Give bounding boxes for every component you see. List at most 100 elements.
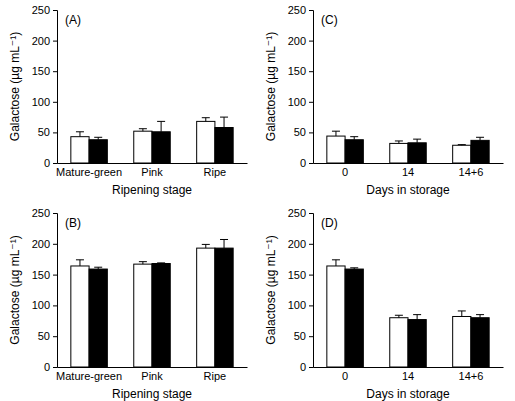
y-tick: 200 — [32, 35, 57, 47]
x-tick-label: 14+6 — [459, 166, 484, 178]
error-line — [205, 244, 206, 248]
y-tick-label: 0 — [44, 361, 50, 373]
y-tick-label: 100 — [288, 299, 306, 311]
panel: 050100150200250Mature-greenPinkRipe(A)Ri… — [8, 4, 248, 197]
y-tick-label: 200 — [288, 35, 306, 47]
x-tick: 14 — [402, 163, 414, 178]
error-bar — [202, 118, 210, 122]
y-tick-label: 200 — [288, 238, 306, 250]
x-tick: 14 — [402, 367, 414, 382]
x-tick: Pink — [141, 163, 163, 178]
y-tick-mark — [53, 163, 57, 164]
error-bar — [350, 137, 358, 140]
bar — [152, 264, 170, 367]
error-cap — [202, 244, 210, 245]
y-axis-title: Galactose (µg mL⁻¹) — [8, 235, 22, 344]
y-tick-mark — [309, 244, 313, 245]
error-cap — [220, 117, 228, 118]
bar-series — [345, 137, 489, 163]
y-tick-label: 50 — [38, 330, 50, 342]
error-bar — [458, 311, 466, 317]
x-axis-title: Ripening stage — [112, 183, 192, 197]
y-tick-mark — [309, 213, 313, 214]
y-tick: 200 — [32, 238, 57, 250]
panel-label: (C) — [321, 13, 338, 27]
bar — [327, 136, 345, 163]
y-axis: 050100150200250 — [288, 207, 314, 373]
y-tick: 100 — [288, 299, 313, 311]
x-tick: 14+6 — [459, 163, 484, 178]
plot-area — [327, 260, 489, 367]
y-tick-label: 200 — [32, 35, 50, 47]
x-axis-title: Ripening stage — [112, 387, 192, 401]
x-tick-label: 0 — [342, 370, 348, 382]
y-tick: 0 — [44, 157, 57, 169]
bar — [471, 318, 489, 367]
y-tick-label: 250 — [288, 4, 306, 16]
y-tick-mark — [53, 305, 57, 306]
y-tick-mark — [309, 71, 313, 72]
bar-series — [89, 239, 233, 367]
error-cap — [139, 128, 147, 129]
y-axis: 050100150200250 — [288, 4, 314, 169]
y-tick: 150 — [32, 269, 57, 281]
y-tick-label: 150 — [288, 269, 306, 281]
error-cap — [395, 315, 403, 316]
bar-series — [89, 117, 233, 163]
error-cap — [220, 239, 228, 240]
error-cap — [413, 139, 421, 140]
y-tick: 200 — [288, 238, 313, 250]
x-tick-label: Pink — [141, 166, 163, 178]
x-axis-line — [58, 367, 248, 368]
y-tick: 50 — [38, 126, 57, 138]
bar-series — [327, 260, 471, 367]
error-cap — [332, 259, 340, 260]
y-tick-label: 150 — [32, 65, 50, 77]
y-tick-mark — [53, 41, 57, 42]
error-bar — [157, 121, 165, 131]
bar — [215, 128, 233, 163]
error-line — [224, 117, 225, 127]
y-tick-label: 150 — [288, 65, 306, 77]
bar-series — [345, 268, 489, 367]
y-tick-label: 250 — [32, 207, 50, 219]
y-tick-label: 200 — [32, 238, 50, 250]
bar — [408, 143, 426, 163]
y-tick-label: 0 — [300, 157, 306, 169]
y-tick: 0 — [300, 157, 313, 169]
y-tick-mark — [53, 244, 57, 245]
x-tick: Ripe — [204, 163, 227, 178]
y-axis: 050100150200250 — [32, 4, 58, 169]
y-axis-title: Galactose (µg mL⁻¹) — [264, 32, 278, 141]
error-bar — [94, 267, 102, 269]
bar — [453, 316, 471, 367]
x-tick: 14+6 — [459, 367, 484, 382]
error-cap — [94, 267, 102, 268]
error-bar — [332, 260, 340, 266]
bar — [197, 248, 215, 367]
bar — [390, 318, 408, 367]
y-tick-mark — [53, 213, 57, 214]
error-bar — [350, 268, 358, 269]
y-tick-mark — [309, 336, 313, 337]
error-bar — [220, 117, 228, 127]
error-cap — [413, 314, 421, 315]
error-line — [224, 239, 225, 248]
error-cap — [395, 140, 403, 141]
bar — [408, 320, 426, 367]
x-tick-label: Mature-green — [56, 370, 122, 382]
x-tick-label: 0 — [342, 166, 348, 178]
y-tick: 250 — [288, 4, 313, 16]
error-line — [335, 260, 336, 266]
error-cap — [458, 144, 466, 145]
x-tick-label: Ripe — [204, 370, 227, 382]
x-axis-title: Days in storage — [366, 387, 450, 401]
y-tick-mark — [309, 102, 313, 103]
y-tick-mark — [309, 41, 313, 42]
y-tick-label: 100 — [32, 96, 50, 108]
plot-area — [71, 239, 233, 367]
y-tick-label: 100 — [288, 96, 306, 108]
x-axis-line — [314, 163, 504, 164]
x-tick: Pink — [141, 367, 163, 382]
bar-series — [71, 118, 215, 163]
